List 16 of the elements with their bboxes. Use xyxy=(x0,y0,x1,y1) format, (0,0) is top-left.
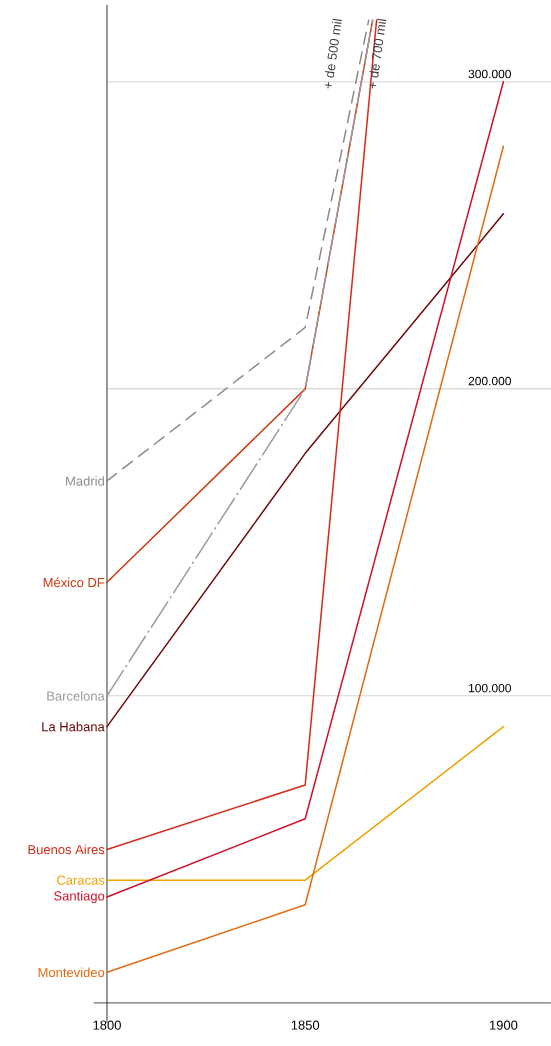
series-label: Caracas xyxy=(56,875,105,885)
series-label: La Habana xyxy=(42,721,105,732)
series-label: México DF xyxy=(43,577,105,588)
y-tick-label: 100.000 xyxy=(468,683,511,693)
series-label: Madrid xyxy=(65,476,104,486)
series-label: Barcelona xyxy=(47,691,105,701)
y-tick-label: 300.000 xyxy=(468,69,511,79)
x-tick-label: 1800 xyxy=(93,1020,121,1030)
annotation: + de 500 mil xyxy=(324,18,342,89)
series-label: Santiago xyxy=(53,890,105,904)
x-tick-label: 1900 xyxy=(489,1020,518,1030)
y-tick-label: 200.000 xyxy=(468,376,511,386)
x-tick-label: 1850 xyxy=(291,1020,319,1030)
series-label: Montevideo xyxy=(38,967,105,978)
annotation: + de 700 mil xyxy=(369,18,387,89)
series-label: Buenos Aires xyxy=(28,844,105,855)
